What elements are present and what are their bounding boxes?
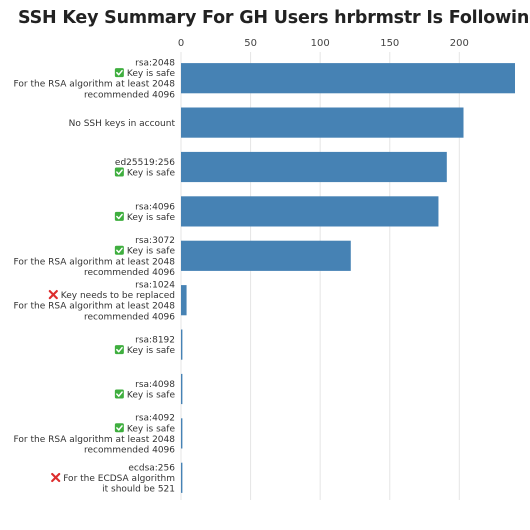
category-label-line: For the RSA algorithm at least 2048 bbox=[14, 302, 176, 312]
category-label-line: For the RSA algorithm at least 2048 bbox=[14, 80, 176, 90]
bar-4 bbox=[181, 240, 351, 271]
category-label-line: recommended 4096 bbox=[84, 268, 175, 278]
category-label-line: Key needs to be replaced bbox=[61, 291, 175, 301]
bar-8 bbox=[181, 418, 183, 449]
category-label-line: ecdsa:256 bbox=[128, 463, 175, 473]
check-icon bbox=[114, 167, 124, 177]
category-label-line: Key is safe bbox=[127, 424, 176, 434]
check-icon bbox=[114, 389, 124, 399]
category-label-line: For the RSA algorithm at least 2048 bbox=[14, 435, 176, 445]
x-tick-label-3: 150 bbox=[380, 38, 399, 49]
bar-0 bbox=[181, 63, 515, 94]
category-label-line: rsa:8192 bbox=[135, 336, 175, 346]
category-label-line: recommended 4096 bbox=[84, 446, 175, 456]
category-label-line: rsa:4092 bbox=[135, 414, 175, 424]
x-tick-label-2: 100 bbox=[311, 38, 330, 49]
category-label-line: For the ECDSA algorithm bbox=[63, 474, 175, 484]
category-label-line: recommended 4096 bbox=[84, 90, 175, 100]
bar-5 bbox=[181, 285, 187, 316]
bar-7 bbox=[181, 373, 183, 405]
category-label-line: Key is safe bbox=[127, 169, 176, 179]
bar-1 bbox=[181, 107, 464, 138]
check-icon bbox=[114, 211, 124, 221]
category-label-line: For the RSA algorithm at least 2048 bbox=[14, 257, 176, 267]
category-label-line: recommended 4096 bbox=[84, 312, 175, 322]
category-label-line: rsa:1024 bbox=[135, 281, 175, 291]
bar-6 bbox=[181, 329, 183, 360]
x-tick-label-4: 200 bbox=[450, 38, 469, 49]
bar-9 bbox=[181, 462, 183, 493]
category-label-line: No SSH keys in account bbox=[69, 119, 176, 129]
x-tick-label-1: 50 bbox=[244, 38, 257, 49]
check-icon bbox=[114, 245, 124, 255]
chart-title: SSH Key Summary For GH Users hrbrmstr Is… bbox=[18, 8, 530, 28]
category-label-line: Key is safe bbox=[127, 346, 176, 356]
x-axis-ticks: 0 50 100 150 200 bbox=[178, 38, 469, 49]
bar-3 bbox=[181, 196, 439, 227]
category-label-line: Key is safe bbox=[127, 391, 176, 401]
category-label-line: rsa:3072 bbox=[135, 236, 175, 246]
category-label-line: Key is safe bbox=[127, 213, 176, 223]
cross-icon bbox=[48, 290, 58, 300]
bars bbox=[181, 63, 515, 493]
check-icon bbox=[114, 68, 124, 78]
category-label-1: No SSH keys in account bbox=[69, 119, 176, 129]
x-tick-label-0: 0 bbox=[178, 38, 184, 49]
category-label-line: it should be 521 bbox=[102, 485, 175, 495]
cross-icon bbox=[51, 472, 61, 483]
category-label-line: ed25519:256 bbox=[115, 158, 175, 168]
category-label-line: rsa:4096 bbox=[135, 202, 175, 212]
check-icon bbox=[114, 345, 124, 355]
bar-2 bbox=[181, 151, 447, 183]
category-label-line: rsa:2048 bbox=[135, 59, 175, 69]
category-label-line: Key is safe bbox=[127, 69, 176, 79]
category-label-line: Key is safe bbox=[127, 247, 176, 257]
category-label-line: rsa:4098 bbox=[135, 380, 175, 390]
check-icon bbox=[114, 423, 124, 433]
